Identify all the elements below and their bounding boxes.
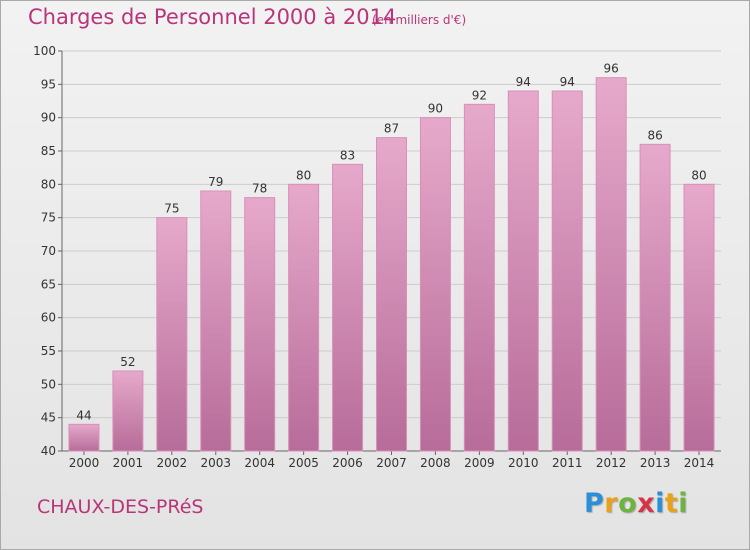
bar (639, 143, 671, 452)
logo-letter: i (678, 488, 689, 519)
x-tick-label: 2000 (69, 456, 100, 470)
bar-value-label: 83 (340, 148, 355, 162)
logo-letter: o (618, 488, 638, 519)
bar-value-label: 75 (164, 202, 179, 216)
logo-letter: r (604, 488, 619, 519)
bar (551, 90, 583, 452)
chart-title: Charges de Personnel 2000 à 2014 (28, 5, 397, 29)
bar (68, 423, 100, 452)
logo-letter: x (637, 488, 656, 519)
bar-value-label: 90 (428, 102, 443, 116)
x-tick-label: 2008 (420, 456, 451, 470)
x-tick-label: 2007 (376, 456, 407, 470)
bar (463, 103, 495, 452)
bar-value-label: 52 (120, 355, 135, 369)
logo-letter: P (584, 488, 605, 519)
y-tick-label: 65 (41, 277, 56, 291)
x-tick-label: 2005 (288, 456, 319, 470)
x-tick-label: 2009 (464, 456, 495, 470)
x-tick-label: 2006 (332, 456, 363, 470)
proxiti-logo[interactable]: Proxiti (584, 488, 688, 519)
bar (112, 370, 144, 452)
bar-value-label: 96 (604, 62, 619, 76)
bar-value-label: 86 (647, 128, 662, 142)
y-tick-label: 70 (41, 244, 56, 258)
x-tick-label: 2012 (596, 456, 627, 470)
x-tick-label: 2014 (684, 456, 715, 470)
bar (376, 137, 407, 452)
y-tick-label: 75 (41, 211, 56, 225)
x-tick-label: 2011 (552, 456, 583, 470)
bar (595, 77, 627, 452)
bar-value-label: 87 (384, 122, 399, 136)
labels: 40 45 50 55 60 65 70 75 80 85 90 95 100 44 2000 52 2001 7… (33, 44, 714, 470)
y-tick-label: 95 (41, 77, 56, 91)
chart-subtitle: (en milliers d'€) (372, 13, 467, 27)
bar (419, 117, 451, 452)
y-tick-label: 55 (41, 344, 56, 358)
y-tick-label: 85 (41, 144, 56, 158)
bar (156, 217, 188, 452)
y-tick-label: 50 (41, 377, 56, 391)
bar-value-label: 78 (252, 182, 267, 196)
commune-name: CHAUX-DES-PRéS (37, 496, 204, 518)
y-tick-label: 40 (41, 444, 56, 458)
bar-value-label: 80 (691, 168, 706, 182)
bar-value-label: 94 (516, 75, 531, 89)
bar (288, 183, 320, 452)
x-tick-label: 2003 (200, 456, 231, 470)
bar (683, 183, 715, 452)
x-tick-label: 2004 (244, 456, 275, 470)
y-tick-label: 60 (41, 311, 56, 325)
bars (68, 77, 715, 452)
bar-value-label: 44 (76, 408, 91, 422)
bar (200, 190, 232, 452)
bar-value-label: 80 (296, 168, 311, 182)
y-tick-label: 90 (41, 111, 56, 125)
y-tick-label: 100 (33, 44, 56, 58)
bar-value-label: 92 (472, 88, 487, 102)
x-tick-label: 2001 (113, 456, 144, 470)
x-tick-label: 2002 (157, 456, 188, 470)
bar (332, 163, 364, 452)
bar-value-label: 79 (208, 175, 223, 189)
logo-letter: i (655, 488, 665, 519)
y-tick-label: 80 (41, 177, 56, 191)
bar (507, 90, 539, 452)
logo-letter: t (664, 488, 679, 519)
y-tick-label: 45 (41, 411, 56, 425)
bar-value-label: 94 (560, 75, 575, 89)
x-tick-label: 2010 (508, 456, 539, 470)
x-tick-label: 2013 (640, 456, 671, 470)
bar (244, 197, 276, 452)
